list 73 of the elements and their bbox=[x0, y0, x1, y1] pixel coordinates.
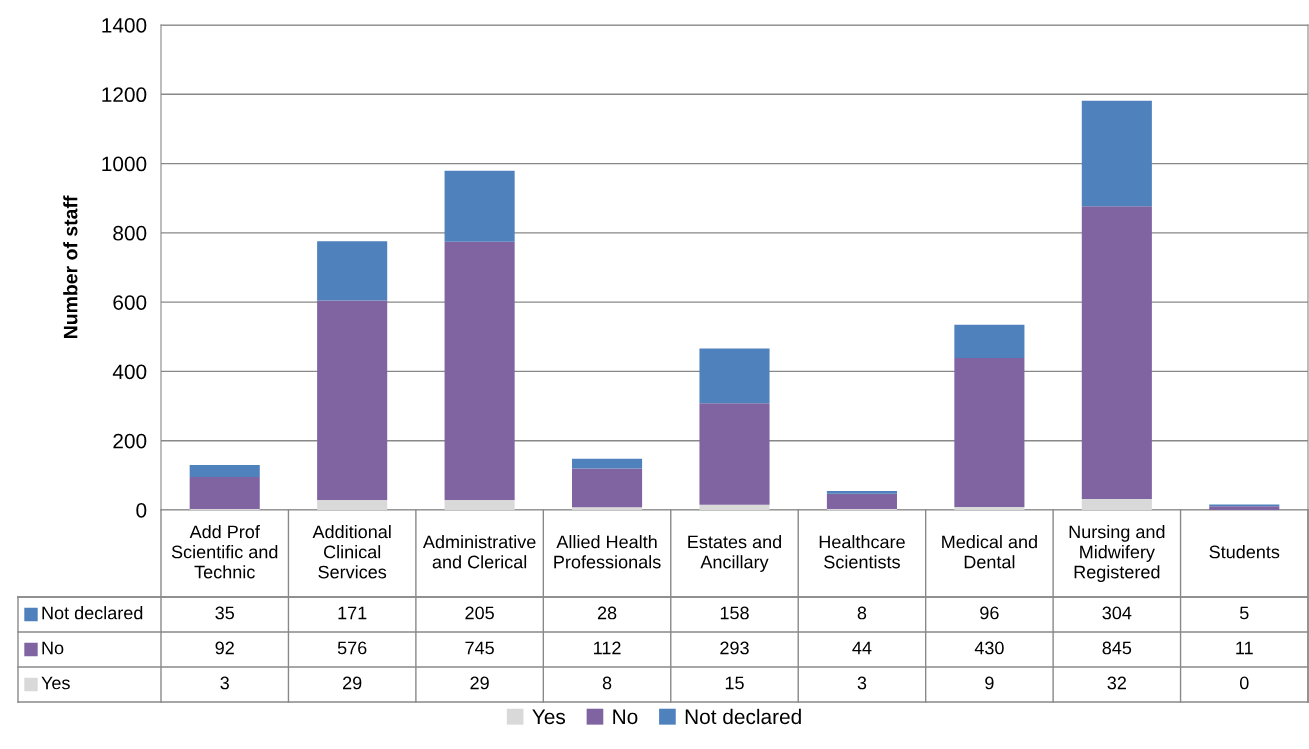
x-tick-label: Nursing and Midwifery Registered bbox=[1069, 524, 1165, 583]
bar bbox=[444, 241, 515, 500]
y-tick-label: 400 bbox=[112, 364, 147, 380]
data-label: 845 bbox=[1102, 641, 1132, 655]
data-label: 158 bbox=[720, 606, 749, 620]
text: Not declared bbox=[685, 708, 801, 725]
x-tick-label: Students bbox=[1209, 545, 1280, 559]
x-tick-label: Healthcare Scientists bbox=[819, 535, 905, 569]
bar bbox=[317, 300, 388, 500]
text: Yes bbox=[41, 676, 70, 690]
data-label: 430 bbox=[974, 641, 1004, 655]
data-label: 745 bbox=[465, 641, 494, 655]
data-label: 28 bbox=[597, 606, 617, 620]
bar bbox=[189, 464, 260, 478]
data-label: 92 bbox=[215, 641, 234, 655]
bar bbox=[317, 241, 388, 301]
x-tick-label: Medical and Dental bbox=[942, 535, 1037, 569]
data-label: 3 bbox=[857, 676, 867, 690]
y-tick-label: 1200 bbox=[102, 87, 147, 103]
bar bbox=[444, 499, 515, 510]
data-label: 0 bbox=[1239, 676, 1249, 690]
data-label: 112 bbox=[594, 641, 621, 655]
bar bbox=[826, 490, 897, 494]
bar bbox=[1081, 206, 1152, 499]
data-label: 293 bbox=[720, 641, 749, 655]
y-tick-label: 600 bbox=[113, 295, 147, 310]
legend-label: Yes bbox=[532, 709, 566, 725]
bar bbox=[317, 499, 388, 510]
x-tick-label: Add Prof Scientific and Technic bbox=[171, 524, 278, 579]
bar bbox=[826, 493, 897, 509]
data-label: 96 bbox=[980, 606, 999, 620]
x-tick-label: Estates and Ancillary bbox=[688, 535, 782, 572]
data-label: 205 bbox=[465, 606, 494, 620]
x-tick-label: Additional Clinical Services bbox=[312, 524, 391, 579]
bar bbox=[699, 504, 770, 510]
bar bbox=[954, 357, 1025, 507]
legend-label: Not declared bbox=[42, 606, 143, 620]
data-label: 3 bbox=[220, 676, 229, 690]
data-label: 44 bbox=[852, 641, 872, 655]
data-label: 11 bbox=[1236, 641, 1253, 655]
data-label: 8 bbox=[857, 606, 867, 620]
bar bbox=[189, 477, 260, 509]
data-label: 29 bbox=[343, 676, 362, 690]
legend-label: No bbox=[42, 641, 64, 655]
y-tick-label: 800 bbox=[113, 225, 147, 241]
bar bbox=[699, 348, 770, 404]
data-label: 576 bbox=[337, 641, 367, 655]
data-label: 171 bbox=[338, 606, 367, 620]
bar bbox=[572, 468, 643, 508]
text: No bbox=[613, 709, 638, 725]
y-tick-label: 1400 bbox=[102, 18, 147, 33]
bar bbox=[572, 507, 643, 510]
x-tick-label: Allied Health Professionals bbox=[554, 535, 661, 569]
y-tick-label: 0 bbox=[136, 503, 147, 518]
x-tick-label: Administrative and Clerical bbox=[422, 535, 536, 569]
bar bbox=[1081, 100, 1152, 207]
y-axis-title: Number of staff bbox=[63, 195, 78, 339]
data-label: 304 bbox=[1102, 606, 1132, 620]
data-label: 8 bbox=[602, 676, 612, 690]
data-label: 15 bbox=[725, 676, 744, 690]
y-tick-label: 1000 bbox=[102, 156, 147, 172]
bar bbox=[1081, 498, 1152, 510]
data-label: 29 bbox=[470, 676, 489, 690]
bar bbox=[572, 458, 643, 469]
data-label: 9 bbox=[985, 676, 994, 690]
data-label: 35 bbox=[215, 606, 235, 620]
y-tick-label: 200 bbox=[113, 433, 147, 449]
data-label: 32 bbox=[1107, 676, 1126, 690]
bar bbox=[954, 324, 1025, 358]
bar bbox=[699, 403, 770, 505]
bar bbox=[444, 170, 515, 242]
bar bbox=[954, 506, 1025, 510]
data-label: 5 bbox=[1239, 606, 1249, 620]
